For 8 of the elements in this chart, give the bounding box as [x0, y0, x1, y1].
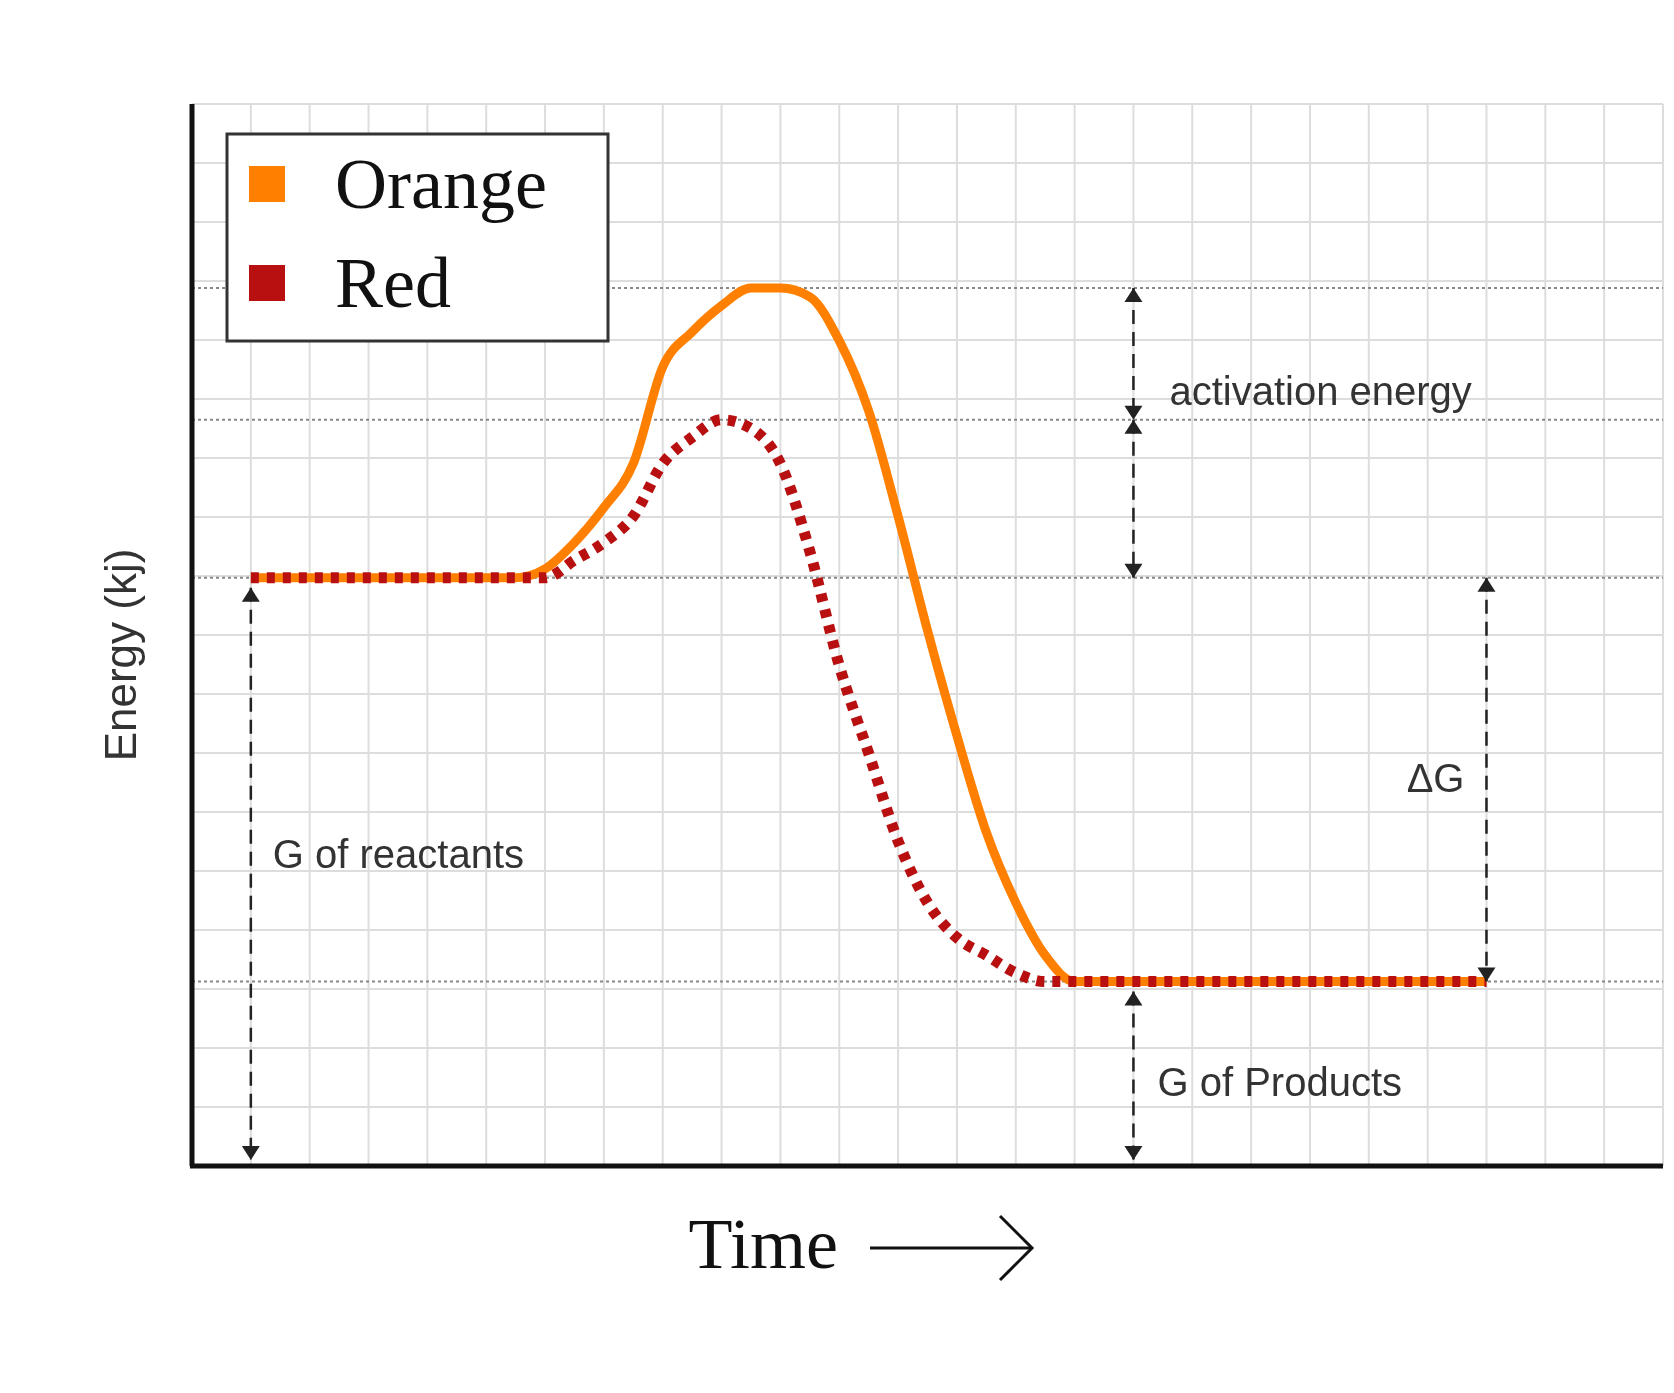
legend-label: Orange: [335, 144, 547, 224]
annotation: ΔG: [1406, 755, 1465, 800]
annotation: G of Products: [1157, 1059, 1402, 1104]
annotation: activation energy: [1169, 368, 1472, 413]
y-axis-title: Energy (kj): [96, 548, 145, 762]
annotation: G of reactants: [272, 831, 525, 876]
x-axis-title: Time: [688, 1204, 838, 1284]
legend-label: Red: [335, 243, 451, 323]
